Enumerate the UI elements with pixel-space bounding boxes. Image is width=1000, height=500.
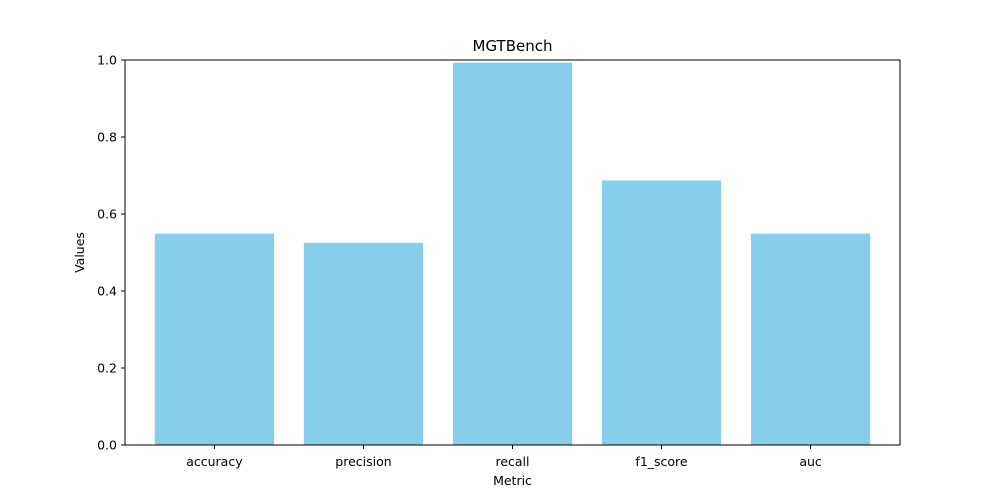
bar-accuracy (154, 233, 275, 445)
y-tick-label: 0.4 (97, 284, 117, 299)
y-axis: 0.0 0.2 0.4 0.6 0.8 1.0 (97, 53, 125, 453)
x-tick-label: auc (799, 454, 822, 469)
x-axis: accuracy precision recall f1_score auc (186, 445, 822, 469)
x-tick-label: precision (335, 454, 391, 469)
bar-auc (750, 233, 871, 445)
y-axis-label: Values (72, 232, 87, 273)
x-tick-label: accuracy (186, 454, 243, 469)
x-tick-label: recall (495, 454, 529, 469)
chart-title: MGTBench (473, 37, 553, 55)
x-axis-label: Metric (493, 473, 532, 488)
bars-group (154, 62, 871, 445)
y-tick-label: 0.0 (97, 438, 117, 453)
x-tick-label: f1_score (635, 454, 688, 469)
y-tick-label: 0.8 (97, 130, 117, 145)
y-tick-label: 0.2 (97, 361, 117, 376)
bar-f1-score (601, 180, 722, 445)
bar-precision (303, 242, 424, 445)
y-tick-label: 1.0 (97, 53, 117, 68)
y-tick-label: 0.6 (97, 207, 117, 222)
bar-recall (452, 62, 573, 445)
